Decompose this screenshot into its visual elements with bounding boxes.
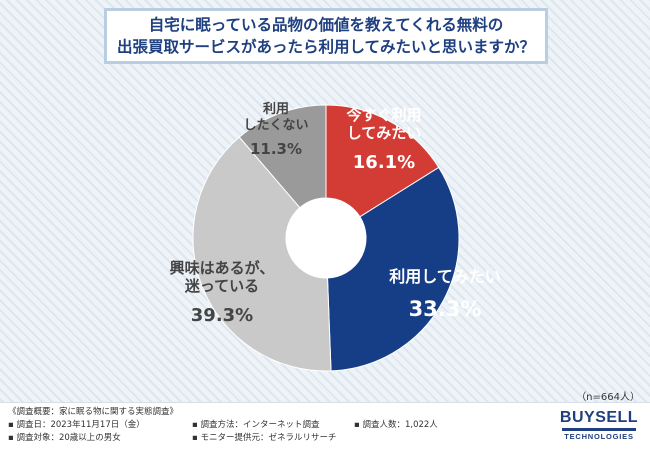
chart-title: 自宅に眠っている品物の価値を教えてくれる無料の 出張買取サービスがあったら利用し… <box>104 8 548 64</box>
title-line-1: 自宅に眠っている品物の価値を教えてくれる無料の <box>148 16 504 34</box>
sample-size-note: （n=664人） <box>576 392 640 403</box>
slice-label-3-line-1: 興味はあるが、 <box>170 259 275 277</box>
logo-main-text: BUYSELL <box>559 409 639 426</box>
donut-hole <box>286 198 366 278</box>
survey-method: ▪ 調査方法：インターネット調査 <box>192 420 320 430</box>
survey-target: ▪ 調査対象：20歳以上の男女 <box>8 433 121 443</box>
slice-label-2-line-1: 利用してみたい <box>389 267 501 286</box>
slice-label-4-line-1: 利用 <box>263 101 289 117</box>
title-line-2: 出張買取サービスがあったら利用してみたいと思いますか？ <box>116 38 536 56</box>
survey-date: ▪ 調査日：2023年11月17日（金） <box>8 420 145 430</box>
logo-sub-text: TECHNOLOGIES <box>564 432 634 441</box>
slice-label-4-line-2: したくない <box>243 118 308 133</box>
slice-value-4: 11.3% <box>250 140 302 158</box>
slice-label-1-line-2: してみたい <box>347 124 422 142</box>
slice-value-3: 39.3% <box>191 305 253 326</box>
monitor-provider: ▪ モニター提供元：ゼネラルリサーチ <box>192 433 337 443</box>
slice-label-1-line-1: 今すぐ利用 <box>345 106 421 124</box>
footer: 《調査概要：家に眠る物に関する実態調査》 ▪ 調査日：2023年11月17日（金… <box>0 402 650 450</box>
slice-value-1: 16.1% <box>353 152 415 173</box>
buysell-logo: BUYSELL TECHNOLOGIES <box>558 409 640 442</box>
slice-value-2: 33.3% <box>409 297 482 321</box>
survey-overview: 《調査概要：家に眠る物に関する実態調査》 <box>8 407 179 417</box>
slice-label-3-line-2: 迷っている <box>184 277 259 295</box>
logo-bar <box>562 428 636 431</box>
survey-count: ▪ 調査人数：1,022人 <box>354 420 438 430</box>
